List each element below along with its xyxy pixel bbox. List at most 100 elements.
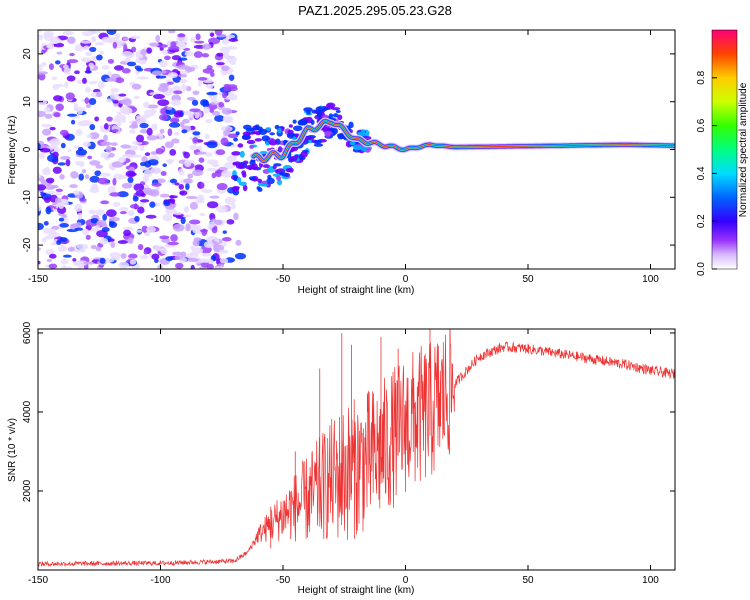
- spectrogram-noise-cell: [67, 113, 78, 117]
- snr-xtick-label: -150: [28, 575, 48, 586]
- spectrogram-noise-cell: [190, 224, 202, 231]
- spectrogram-noise-cell: [155, 34, 161, 43]
- spectrogram-x-label: Height of straight line (km): [298, 285, 415, 296]
- spectrogram-noise-cell: [109, 192, 121, 197]
- spectrogram-noise-cell: [159, 128, 165, 134]
- spectrogram-noise-cell: [51, 228, 57, 235]
- spectrogram-noise-cell: [139, 129, 149, 134]
- spectrogram-noise-cell: [45, 248, 55, 256]
- spectrogram-noise-cell: [60, 259, 69, 265]
- spectrogram-noise-cell: [169, 117, 180, 124]
- spectrogram-transition-cell: [276, 179, 283, 186]
- spectrogram-noise-cell: [132, 154, 143, 158]
- spectrogram-noise-cell: [94, 170, 102, 177]
- spectrogram-noise-cell: [58, 204, 64, 209]
- spectrogram-noise-cell: [54, 197, 62, 204]
- spectrogram-noise-cell: [192, 90, 200, 96]
- spectrogram-noise-cell: [106, 116, 114, 122]
- spectrogram-noise-cell: [60, 156, 71, 160]
- spectrogram-noise-cell: [139, 199, 150, 203]
- spectrogram-noise-cell: [209, 195, 220, 199]
- spectrogram-noise-cell: [219, 257, 229, 264]
- spectrogram-noise-cell: [135, 189, 145, 197]
- spectrogram-noise-cell: [136, 53, 144, 59]
- spectrogram-noise-cell: [201, 252, 212, 257]
- spectrogram-noise-cell: [162, 213, 173, 222]
- spectrogram-noise-cell: [63, 67, 71, 75]
- spectrogram-noise-cell: [221, 107, 233, 115]
- spectrogram-noise-cell: [123, 226, 135, 231]
- spectrogram-noise-cell: [145, 214, 157, 219]
- spectrogram-noise-cell: [153, 93, 165, 100]
- spectrogram-noise-cell: [163, 55, 171, 61]
- spectrogram-noise-cell: [192, 169, 204, 177]
- spectrogram-noise-cell: [169, 178, 178, 184]
- spectrogram-noise-cell: [112, 99, 119, 104]
- spectrogram-transition-cell: [311, 139, 317, 143]
- spectrogram-noise-cell: [146, 47, 152, 54]
- spectrogram-noise-cell: [38, 30, 42, 33]
- spectrogram-noise-cell: [202, 43, 212, 50]
- spectrogram-noise-cell: [185, 196, 198, 200]
- spectrogram-noise-cell: [179, 78, 188, 84]
- spectrogram-noise-cell: [88, 227, 100, 232]
- spectrogram-noise-cell: [193, 237, 202, 242]
- spectrogram-noise-cell: [112, 177, 117, 186]
- spectrogram-noise-cell: [43, 221, 49, 226]
- spectrogram-noise-cell: [81, 31, 94, 37]
- spectrogram-noise-cell: [38, 64, 43, 72]
- spectrogram-transition-cell: [294, 154, 299, 159]
- spectrogram-noise-cell: [221, 65, 230, 71]
- spectrogram-noise-cell: [214, 115, 225, 122]
- spectrogram-noise-cell: [160, 171, 167, 176]
- spectrogram-noise-cell: [95, 209, 106, 216]
- spectrogram-noise-cell: [114, 33, 120, 40]
- spectrogram-noise-cell: [60, 142, 66, 149]
- spectrogram-noise-cell: [81, 168, 87, 174]
- spectrogram-xtick-label: 0: [403, 274, 409, 285]
- spectrogram-noise-cell: [45, 166, 50, 173]
- spectrogram-noise-cell: [206, 159, 219, 165]
- spectrogram-noise-cell: [206, 83, 214, 89]
- spectrogram-noise-cell: [103, 122, 109, 130]
- spectrogram-noise-cell: [80, 40, 92, 44]
- spectrogram-noise-cell: [209, 32, 215, 37]
- colorbar-gradient: [711, 29, 738, 270]
- spectrogram-noise-cell: [44, 106, 51, 113]
- spectrogram-transition-cell: [293, 125, 303, 132]
- spectrogram-noise-cell: [184, 51, 194, 57]
- spectrogram-noise-cell: [100, 141, 111, 147]
- spectrogram-noise-cell: [76, 243, 89, 250]
- spectrogram-transition-cell: [316, 111, 322, 117]
- spectrogram-noise-cell: [85, 234, 91, 240]
- spectrogram-noise-cell: [41, 128, 52, 136]
- spectrogram-noise-cell: [170, 41, 177, 48]
- spectrogram-transition-cell: [236, 177, 242, 183]
- spectrogram-transition-cell: [324, 130, 332, 137]
- spectrogram-noise-cell: [67, 246, 75, 252]
- spectrogram-noise-cell: [144, 152, 151, 157]
- snr-y-label: SNR (10 * v/v): [7, 418, 18, 482]
- spectrogram-noise-cell: [186, 96, 196, 101]
- spectrogram-noise-cell: [117, 157, 126, 163]
- spectrogram-xtick-label: 50: [522, 274, 534, 285]
- spectrogram-noise-cell: [111, 118, 121, 123]
- spectrogram-noise-cell: [79, 198, 87, 202]
- spectrogram-noise-cell: [183, 151, 190, 159]
- spectrogram-transition-cell: [274, 169, 280, 174]
- spectrogram-noise-cell: [142, 101, 150, 108]
- spectrogram-noise-cell: [221, 170, 233, 178]
- spectrogram-noise-cell: [149, 189, 160, 197]
- spectrogram-noise-cell: [99, 257, 106, 264]
- spectrogram-noise-cell: [129, 204, 140, 209]
- spectrogram-noise-cell: [179, 70, 189, 76]
- spectrogram-noise-cell: [48, 253, 57, 259]
- spectrogram-noise-cell: [197, 76, 208, 81]
- snr-xtick-label: -50: [276, 575, 291, 586]
- spectrogram-noise-cell: [166, 106, 173, 111]
- spectrogram-noise-cell: [221, 91, 228, 99]
- snr-xtick-label: 100: [642, 575, 659, 586]
- spectrogram-transition-cell: [248, 176, 256, 180]
- spectrogram-noise-cell: [158, 44, 168, 48]
- spectrogram-noise-cell: [56, 239, 62, 245]
